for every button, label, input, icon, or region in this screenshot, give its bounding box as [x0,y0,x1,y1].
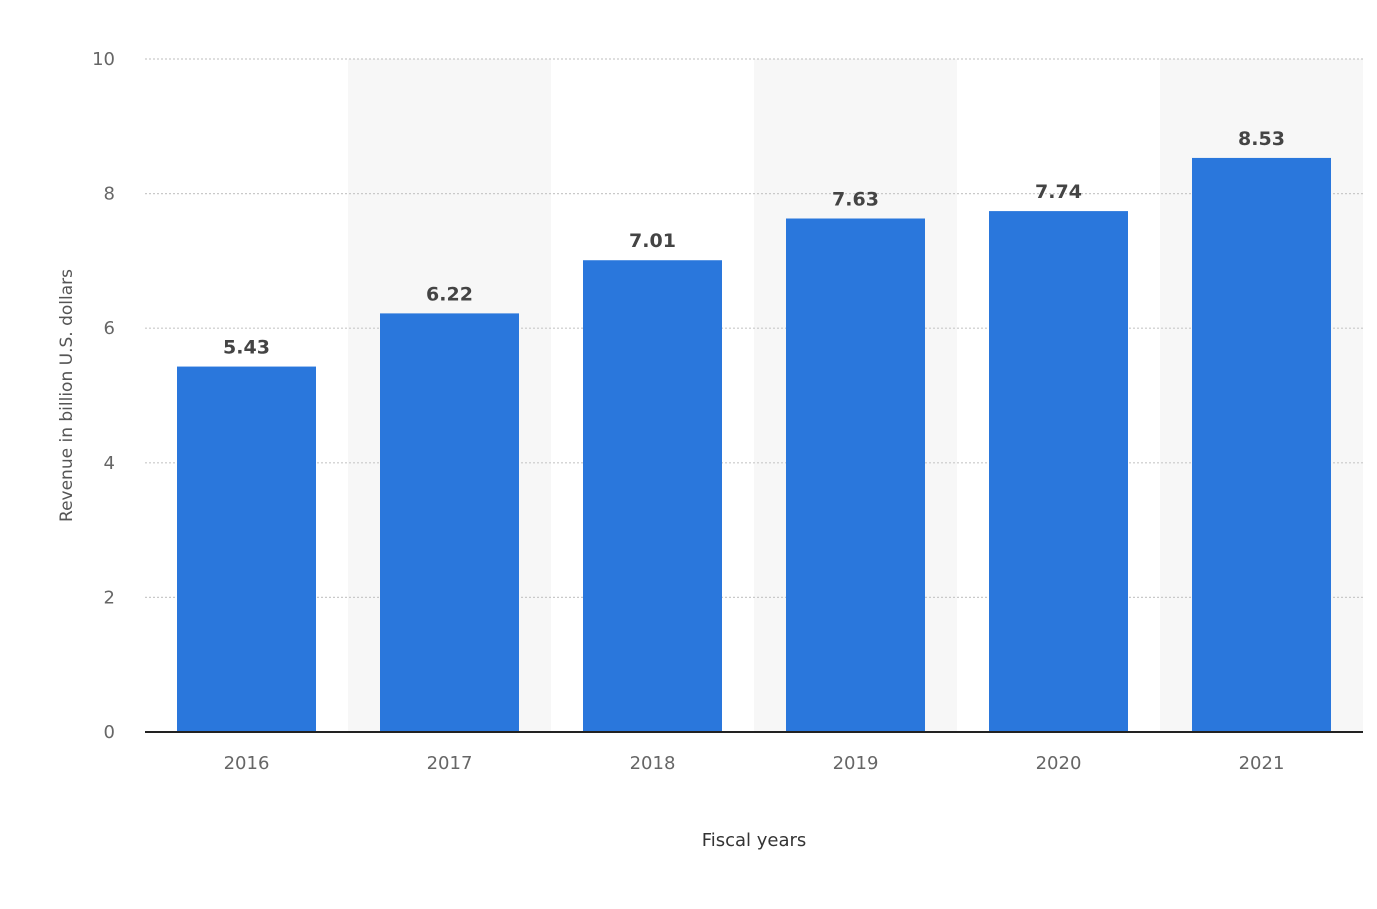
x-axis-title: Fiscal years [702,830,807,851]
x-tick-label-2020: 2020 [1036,753,1082,774]
x-tick-label-2016: 2016 [224,753,270,774]
bar-2021[interactable] [1192,157,1331,732]
y-tick-label: 2 [104,587,115,608]
bar-2020[interactable] [989,211,1128,732]
gridlines [145,58,1363,599]
data-label-2016: 5.43 [223,337,270,359]
data-label-2021: 8.53 [1238,128,1285,150]
y-tick-label: 6 [104,318,115,339]
y-tick-label: 8 [104,184,115,205]
data-label-2020: 7.74 [1035,181,1082,203]
bars [177,157,1331,733]
bar-2018[interactable] [583,260,722,732]
y-axis-ticks: 0 2 4 6 8 10 [92,49,115,743]
bar-2019[interactable] [786,218,925,733]
x-axis-ticks: 2016 2017 2018 2019 2020 2021 [224,753,1285,774]
x-tick-label-2017: 2017 [427,753,473,774]
x-tick-label-2021: 2021 [1239,753,1285,774]
bar-2017[interactable] [380,313,519,732]
y-tick-label: 4 [104,453,115,474]
data-label-2018: 7.01 [629,230,676,252]
data-label-2017: 6.22 [426,283,473,305]
x-tick-label-2019: 2019 [833,753,879,774]
y-tick-label: 10 [92,49,115,70]
data-labels: 5.43 6.22 7.01 7.63 7.74 8.53 [223,128,1285,359]
x-tick-label-2018: 2018 [630,753,676,774]
data-label-2019: 7.63 [832,189,879,211]
bar-2016[interactable] [177,366,316,732]
y-tick-label: 0 [104,722,115,743]
y-axis-title: Revenue in billion U.S. dollars [57,269,77,522]
